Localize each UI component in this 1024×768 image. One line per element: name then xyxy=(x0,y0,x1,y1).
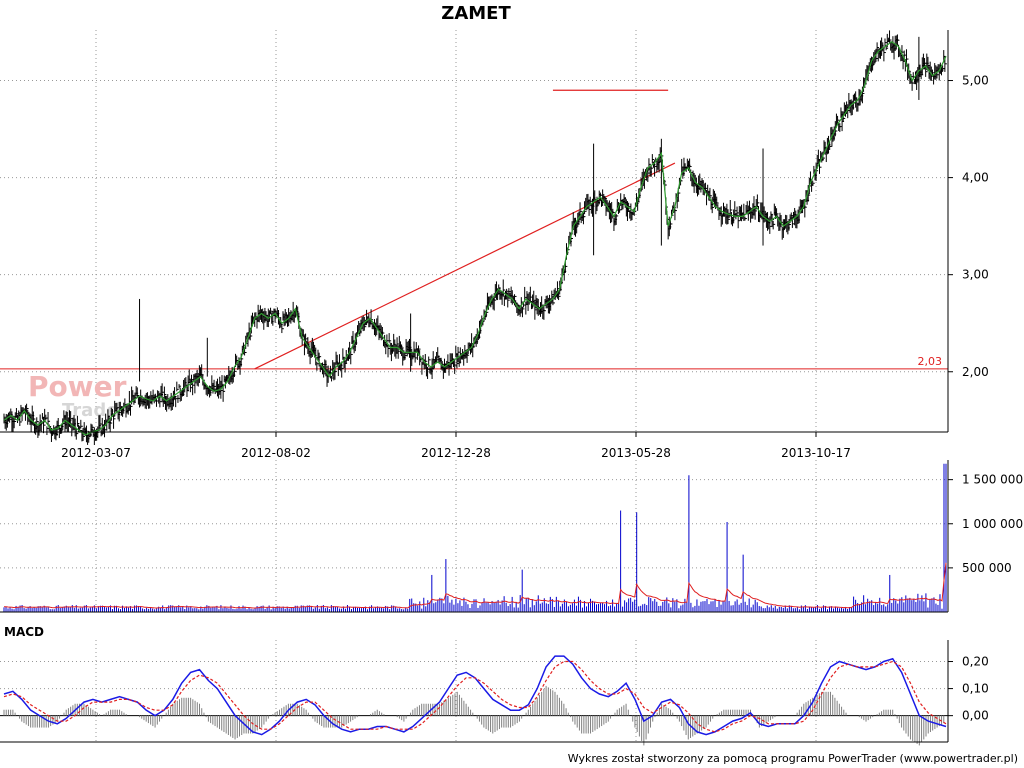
volume-y-tick-label: 1 500 000 xyxy=(962,473,1023,487)
macd-histogram xyxy=(3,685,945,746)
volume-grid xyxy=(0,460,948,612)
volume-y-tick-label: 1 000 000 xyxy=(962,517,1023,531)
macd-y-tick-labels: 0,00 0,10 0,20 xyxy=(948,655,989,723)
price-x-tick-label: 2013-10-17 xyxy=(781,446,851,460)
price-x-tick-label: 2012-12-28 xyxy=(421,446,491,460)
watermark-line-1: Power xyxy=(28,370,127,403)
price-x-tick-label: 2012-03-07 xyxy=(61,446,131,460)
price-line-series xyxy=(3,40,947,436)
macd-y-tick-label: 0,20 xyxy=(962,655,989,669)
price-y-tick-labels: 2,00 3,00 4,00 5,00 xyxy=(948,74,989,379)
volume-panel: 500 000 1 000 000 1 500 000 xyxy=(0,460,1023,613)
macd-y-tick-label: 0,10 xyxy=(962,682,989,696)
price-x-tick-labels: 2012-03-07 2012-08-02 2012-12-28 2013-05-28… xyxy=(61,432,851,460)
price-y-tick-label: 5,00 xyxy=(962,74,989,88)
price-x-tick-label: 2013-05-28 xyxy=(601,446,671,460)
price-close-line xyxy=(3,40,947,436)
price-x-tick-label: 2012-08-02 xyxy=(241,446,311,460)
macd-lines xyxy=(3,655,947,736)
macd-label: MACD xyxy=(4,625,44,639)
macd-panel: MACD 0,00 0,10 0,20 xyxy=(0,625,989,746)
price-grid xyxy=(0,30,948,432)
price-y-tick-label: 3,00 xyxy=(962,268,989,282)
macd-grid xyxy=(0,640,948,742)
uptrend-line xyxy=(254,162,676,370)
volume-average-line xyxy=(4,562,947,609)
macd-y-tick-label: 0,00 xyxy=(962,709,989,723)
volume-moving-average xyxy=(4,562,947,609)
volume-y-tick-labels: 500 000 1 000 000 1 500 000 xyxy=(948,473,1023,575)
footer-credit: Wykres został stworzony za pomocą progra… xyxy=(568,752,1018,765)
volume-y-tick-label: 500 000 xyxy=(962,561,1012,575)
price-annotation-lines: 2,03 xyxy=(0,89,948,370)
volume-bars xyxy=(3,463,947,612)
macd-line xyxy=(3,655,947,736)
support-level-label: 2,03 xyxy=(918,355,943,368)
price-ohlc-bars xyxy=(3,30,947,446)
price-y-tick-label: 4,00 xyxy=(962,171,989,185)
price-y-tick-label: 2,00 xyxy=(962,365,989,379)
price-panel: ZAMET Power Trader 2,03 2012-03-07 2012-0… xyxy=(0,3,989,460)
chart-title: ZAMET xyxy=(441,3,511,24)
macd-signal-line xyxy=(3,660,947,733)
